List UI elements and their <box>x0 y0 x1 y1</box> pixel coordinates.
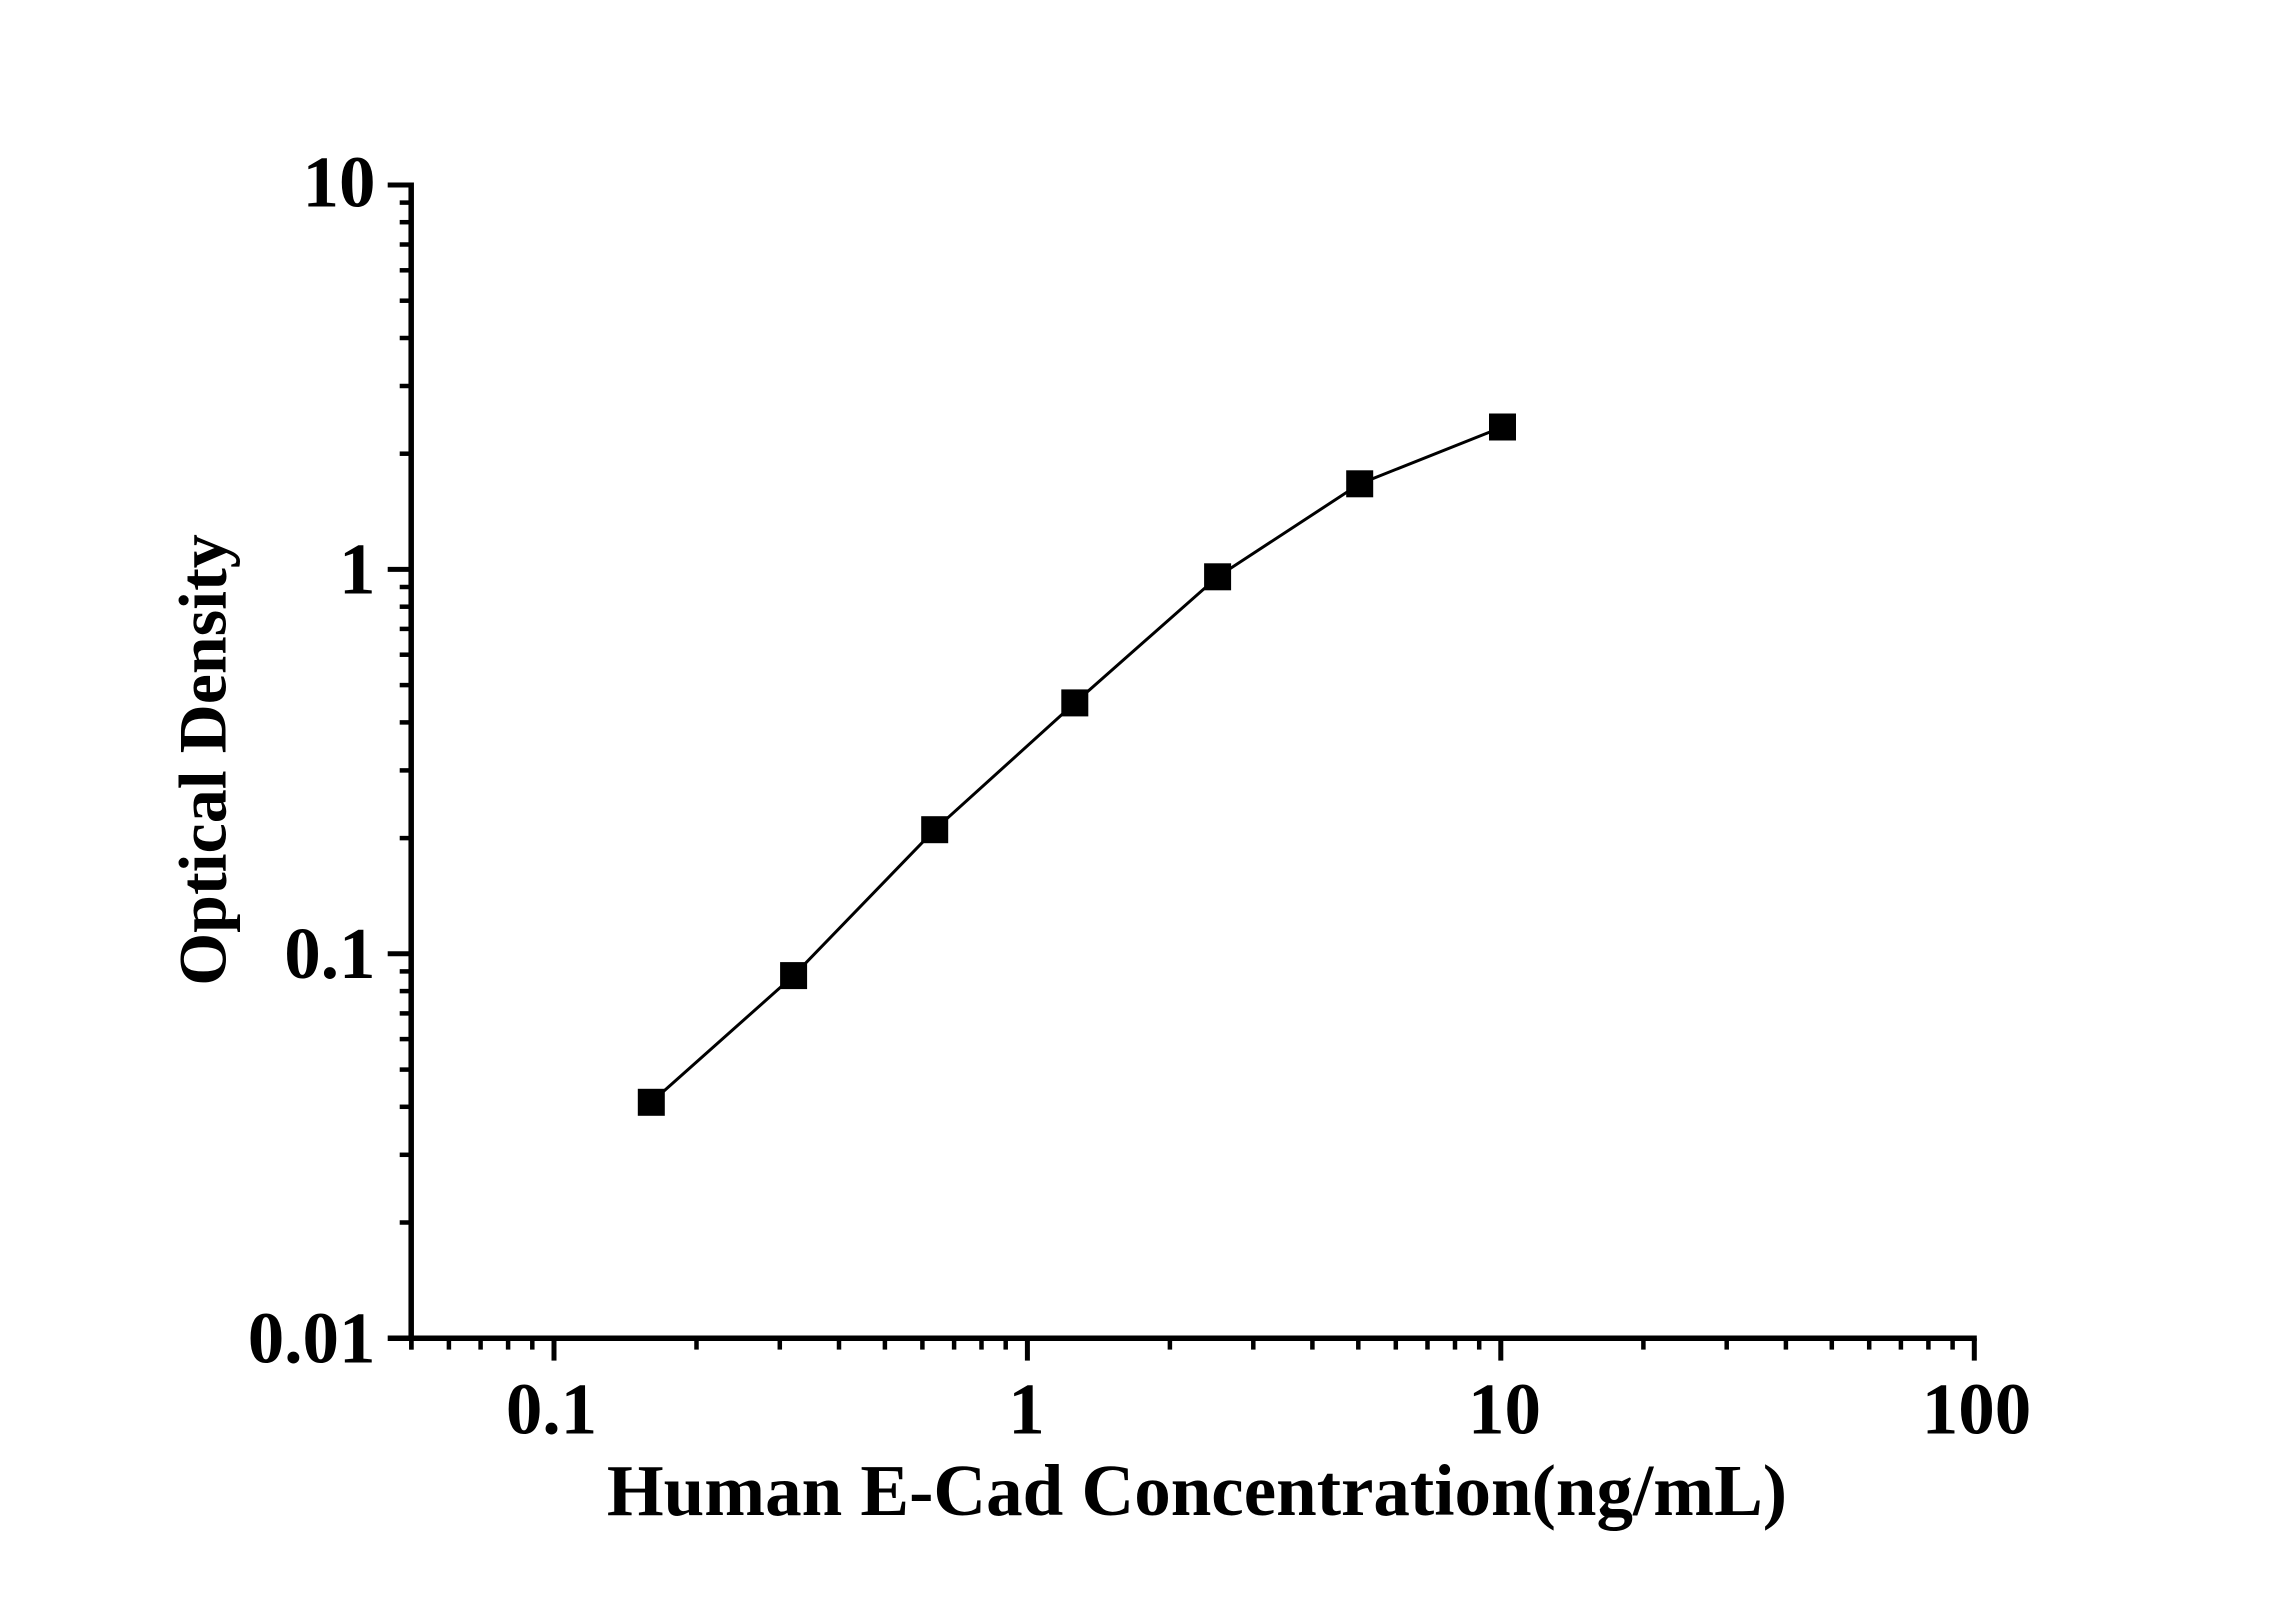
svg-text:10: 10 <box>1468 1369 1541 1450</box>
svg-text:10: 10 <box>303 142 376 223</box>
svg-text:Human E-Cad Concentration(ng/m: Human E-Cad Concentration(ng/mL) <box>607 1450 1787 1531</box>
svg-text:Optical Density: Optical Density <box>165 534 241 985</box>
svg-text:0.1: 0.1 <box>284 913 375 994</box>
svg-text:1: 1 <box>339 529 376 610</box>
svg-text:0.01: 0.01 <box>248 1297 376 1378</box>
svg-text:100: 100 <box>1922 1369 2032 1450</box>
svg-text:1: 1 <box>1008 1369 1045 1450</box>
svg-text:0.1: 0.1 <box>506 1369 597 1450</box>
